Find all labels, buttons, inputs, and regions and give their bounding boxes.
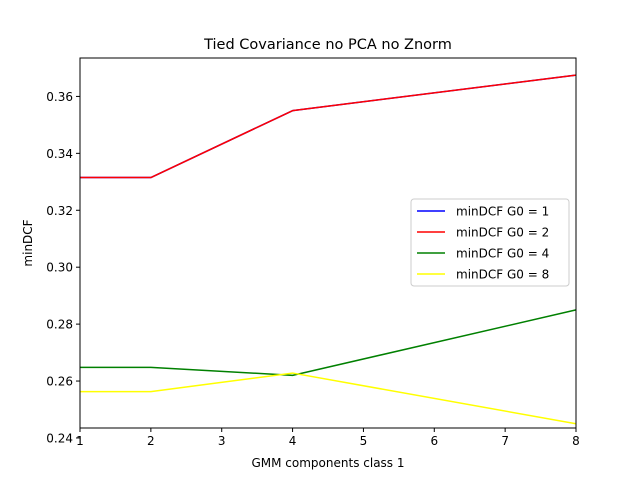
y-axis-title: minDCF <box>21 219 35 266</box>
x-tick-label: 8 <box>572 434 580 448</box>
x-tick-label: 5 <box>360 434 368 448</box>
legend: minDCF G0 = 1 minDCF G0 = 2 minDCF G0 = 4 m… <box>410 198 570 287</box>
x-tick-label: 4 <box>289 434 297 448</box>
legend-label: minDCF G0 = 1 <box>456 205 549 219</box>
plot-frame <box>79 57 577 429</box>
y-tick-label: 0.30 <box>46 261 73 275</box>
legend-label: minDCF G0 = 8 <box>456 268 549 282</box>
y-tick-label: 0.26 <box>46 375 73 389</box>
series-layer <box>80 74 577 425</box>
y-tick-label: 0.36 <box>46 90 73 104</box>
series-line-3 <box>80 309 577 377</box>
y-tick-label: 0.24 <box>46 431 73 445</box>
legend-label: minDCF G0 = 4 <box>456 247 549 261</box>
legend-label: minDCF G0 = 2 <box>456 226 549 240</box>
series-line-2 <box>80 74 577 179</box>
x-tick-label: 7 <box>501 434 509 448</box>
series-line-4 <box>80 372 577 425</box>
x-tick-label: 1 <box>76 434 84 448</box>
y-tick-label: 0.34 <box>46 147 73 161</box>
y-tick-label: 0.28 <box>46 318 73 332</box>
x-axis: 1 2 3 4 5 6 7 8 <box>76 428 580 448</box>
y-axis: 0.24 0.26 0.28 0.30 0.32 0.34 0.36 <box>46 90 80 445</box>
x-tick-label: 6 <box>430 434 438 448</box>
x-tick-label: 3 <box>218 434 226 448</box>
chart-title: Tied Covariance no PCA no Znorm <box>203 37 452 53</box>
legend-box <box>410 198 570 287</box>
y-tick-label: 0.32 <box>46 204 73 218</box>
x-axis-title: GMM components class 1 <box>251 456 404 470</box>
x-tick-label: 2 <box>147 434 155 448</box>
